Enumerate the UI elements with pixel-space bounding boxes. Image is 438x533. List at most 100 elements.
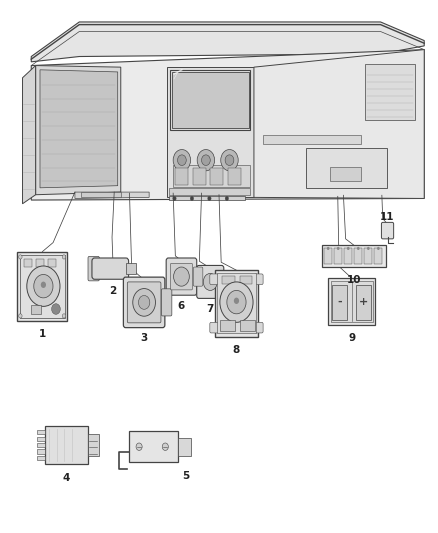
Circle shape <box>27 266 60 306</box>
Circle shape <box>136 443 142 450</box>
Polygon shape <box>75 192 149 198</box>
Bar <box>37 437 45 441</box>
Bar <box>240 276 252 284</box>
Circle shape <box>225 155 234 165</box>
Bar <box>130 431 177 462</box>
Circle shape <box>357 247 360 250</box>
Bar <box>210 167 223 185</box>
Polygon shape <box>254 50 424 198</box>
Text: 3: 3 <box>141 334 148 343</box>
Circle shape <box>173 150 191 171</box>
Text: 4: 4 <box>63 473 71 483</box>
Bar <box>81 192 121 197</box>
Text: 2: 2 <box>109 286 117 296</box>
Bar <box>193 167 206 185</box>
Bar <box>126 263 136 274</box>
Circle shape <box>337 247 339 250</box>
Bar <box>220 320 235 332</box>
Circle shape <box>173 196 176 200</box>
Circle shape <box>227 290 246 314</box>
Bar <box>332 285 347 320</box>
Circle shape <box>367 247 370 250</box>
Bar <box>37 456 45 460</box>
Bar <box>175 167 188 185</box>
Bar <box>45 426 88 464</box>
Polygon shape <box>40 70 118 188</box>
Bar <box>48 259 56 266</box>
Text: 7: 7 <box>207 304 214 314</box>
FancyBboxPatch shape <box>166 258 197 295</box>
Circle shape <box>347 247 350 250</box>
Circle shape <box>234 297 239 304</box>
Bar <box>330 166 361 181</box>
Circle shape <box>177 155 186 165</box>
FancyBboxPatch shape <box>161 289 172 316</box>
Circle shape <box>133 288 155 316</box>
Bar <box>217 273 256 334</box>
Bar <box>364 248 372 264</box>
Text: 11: 11 <box>380 212 395 222</box>
FancyBboxPatch shape <box>124 277 165 328</box>
Circle shape <box>62 255 66 259</box>
Circle shape <box>18 314 22 318</box>
Bar <box>172 72 249 128</box>
Circle shape <box>52 304 60 314</box>
Circle shape <box>377 247 380 250</box>
Bar <box>37 449 45 454</box>
Polygon shape <box>31 50 424 200</box>
Circle shape <box>190 196 194 200</box>
Bar <box>328 278 375 325</box>
Bar <box>263 135 361 144</box>
Bar <box>240 320 255 332</box>
Circle shape <box>208 196 211 200</box>
FancyBboxPatch shape <box>127 282 161 323</box>
Bar <box>32 305 41 314</box>
Circle shape <box>197 150 215 171</box>
Bar <box>321 245 386 266</box>
Polygon shape <box>22 66 35 204</box>
Bar <box>20 255 65 318</box>
Circle shape <box>62 314 66 318</box>
Bar <box>37 430 45 434</box>
Text: 1: 1 <box>39 329 46 339</box>
Circle shape <box>221 150 238 171</box>
FancyBboxPatch shape <box>88 256 99 281</box>
FancyBboxPatch shape <box>193 267 203 286</box>
Text: 6: 6 <box>178 301 185 311</box>
Circle shape <box>220 282 253 322</box>
FancyBboxPatch shape <box>254 322 263 333</box>
Bar <box>169 188 250 195</box>
Bar <box>37 443 45 447</box>
Bar <box>169 196 245 200</box>
Text: 10: 10 <box>346 275 361 285</box>
Bar <box>223 276 235 284</box>
Bar <box>365 64 416 120</box>
FancyBboxPatch shape <box>170 263 192 290</box>
Bar <box>170 70 251 131</box>
Bar <box>177 438 191 456</box>
Bar <box>17 252 67 321</box>
Text: 9: 9 <box>348 334 355 343</box>
Bar <box>324 248 332 264</box>
FancyBboxPatch shape <box>254 274 263 285</box>
FancyBboxPatch shape <box>210 322 219 333</box>
Circle shape <box>18 255 22 259</box>
Text: 8: 8 <box>233 345 240 355</box>
Polygon shape <box>31 22 424 62</box>
Bar <box>334 248 342 264</box>
Bar <box>306 148 387 188</box>
Circle shape <box>327 247 329 250</box>
FancyBboxPatch shape <box>381 222 394 239</box>
Circle shape <box>41 281 46 288</box>
Bar <box>24 259 32 266</box>
FancyBboxPatch shape <box>92 258 129 279</box>
Polygon shape <box>166 67 254 197</box>
Bar <box>215 270 258 337</box>
Circle shape <box>201 155 210 165</box>
Text: +: + <box>359 297 368 307</box>
Circle shape <box>225 196 229 200</box>
Bar <box>356 285 371 320</box>
Circle shape <box>162 443 168 450</box>
Polygon shape <box>35 66 121 195</box>
Bar <box>173 165 250 187</box>
